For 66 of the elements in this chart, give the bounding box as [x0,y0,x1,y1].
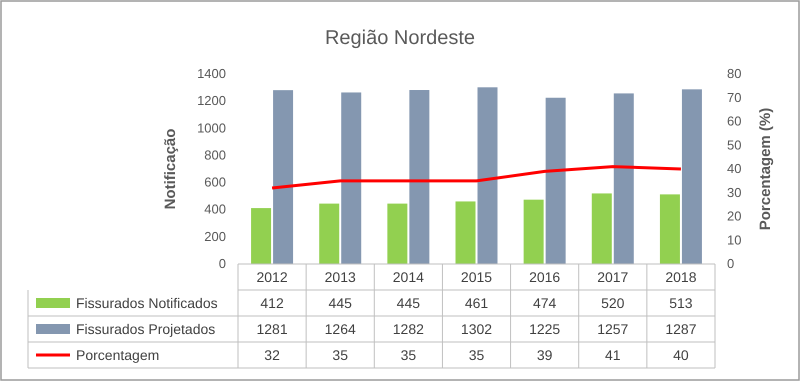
bar [456,201,476,264]
legend-label: Fissurados Projetados [76,321,216,337]
data-label: 445 [396,295,420,311]
data-label: 520 [601,295,625,311]
chart-title: Região Nordeste [324,27,476,49]
data-label: 1287 [665,321,697,337]
data-label: 445 [328,295,352,311]
bar [660,194,680,264]
data-label: 35 [468,347,484,363]
data-label: 40 [673,347,689,363]
x-tick-label: 2018 [665,269,697,285]
bar [478,87,498,264]
data-label: 41 [604,347,621,363]
y-tick-label: 1000 [197,120,226,136]
y2-tick-label: 50 [727,137,742,152]
bar [614,93,634,264]
data-label: 1257 [597,321,629,337]
y2-axis-title: Porcentagem (%) [757,108,774,230]
data-label: 1281 [256,321,288,337]
data-label: 1302 [460,321,492,337]
data-label: 1264 [324,321,356,337]
bar [682,89,702,264]
data-label: 32 [264,347,280,363]
y2-tick-label: 40 [727,161,742,176]
y-tick-label: 1400 [197,66,226,81]
y2-tick-label: 0 [727,256,734,271]
bar [273,90,294,264]
x-tick-label: 2015 [460,269,492,285]
data-label: 412 [260,295,284,311]
bar [387,204,408,264]
bar [251,208,272,264]
y-tick-label: 400 [204,202,226,217]
y2-tick-label: 80 [727,66,742,81]
data-label: 461 [464,295,488,311]
data-label: 39 [536,347,553,363]
y-tick-label: 800 [204,147,226,162]
data-label: 513 [669,295,693,311]
bar [592,193,612,264]
y-tick-label: 200 [204,228,226,244]
bar [546,98,566,264]
line-series [270,165,682,190]
y2-tick-label: 60 [727,114,742,128]
data-label: 35 [400,347,416,363]
x-tick-label: 2012 [256,269,288,285]
y-tick-label: 1200 [197,93,226,108]
bar [409,90,430,264]
x-tick-label: 2016 [529,269,560,285]
x-tick-label: 2013 [324,269,356,285]
y2-tick-label: 30 [727,184,742,200]
y-axis-title: Notificação [162,128,179,210]
x-tick-label: 2014 [392,269,424,285]
data-label: 1282 [392,321,424,337]
y2-tick-label: 10 [727,232,742,248]
bar [319,204,340,264]
data-label: 474 [532,295,557,311]
bar [341,92,362,264]
data-label: 1225 [529,321,560,337]
y2-tick-label: 20 [727,208,742,224]
legend-label: Porcentagem [76,347,160,363]
y-tick-label: 600 [204,174,226,190]
y-tick-label: 0 [218,256,226,271]
x-tick-label: 2017 [597,269,629,285]
data-label: 35 [332,347,348,363]
y2-tick-label: 70 [727,90,742,105]
bar [524,200,544,264]
legend-label: Fissurados Notificados [76,295,218,311]
